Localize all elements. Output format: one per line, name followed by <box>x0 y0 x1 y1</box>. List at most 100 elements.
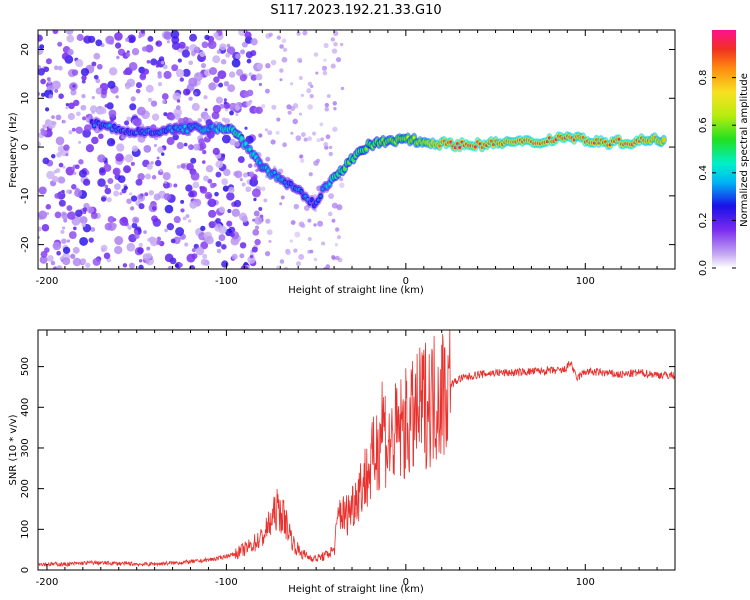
spectrogram-noise-blob <box>56 250 61 256</box>
spectrogram-noise-blob <box>331 48 338 54</box>
spectrogram-noise-blob <box>172 92 181 101</box>
spectrogram-noise-blob <box>151 113 160 121</box>
spectrogram-y-ticks: -20 -10 0 10 20 <box>20 43 675 253</box>
spectrogram-noise-blob <box>133 117 142 127</box>
spectrogram-noise-blob <box>161 99 166 104</box>
spectrogram-noise-blob <box>313 52 319 57</box>
spectrogram-noise-blob <box>38 226 42 232</box>
snr-y-tick-label: 400 <box>20 398 31 417</box>
spectrogram-noise-blob <box>265 156 271 162</box>
spectrogram-noise-blob <box>150 100 158 107</box>
spectrogram-noise-blob <box>286 104 292 110</box>
spectrogram-noise-blob <box>89 105 98 113</box>
spectrogram-noise-blob <box>290 220 296 225</box>
spectrogram-noise-blob <box>100 107 107 115</box>
spectrogram-noise-blob <box>244 126 248 130</box>
spectrogram-noise-blob <box>327 211 333 217</box>
spectrogram-noise-blob <box>216 248 222 254</box>
snr-frame <box>37 329 676 571</box>
spectrogram-noise-blob <box>227 208 232 214</box>
spectrogram-noise-blob <box>203 175 209 182</box>
spectrogram-y-tick-label: -10 <box>20 188 31 204</box>
spectrogram-noise-blob <box>226 192 235 201</box>
snr-y-ticks: 0 100 200 300 400 500 <box>20 357 675 573</box>
spectrogram-noise-blob <box>336 204 343 211</box>
spectrogram-frame <box>37 29 676 270</box>
spectrogram-noise-blob <box>321 241 326 246</box>
spectrogram-noise-blob <box>166 137 175 146</box>
spectrogram-noise-blob <box>246 58 252 64</box>
spectrogram-noise-blob <box>57 41 63 47</box>
spectrogram-noise-blob <box>201 41 209 49</box>
spectrogram-noise-blob <box>135 178 143 186</box>
spectrogram-noise-blob <box>76 111 81 117</box>
spectrogram-noise-blob <box>138 243 143 248</box>
spectrogram-noise-blob <box>215 217 221 224</box>
spectrogram-noise-blob <box>266 229 273 236</box>
spectrogram-noise-blob <box>298 112 302 116</box>
spectrogram-noise-blob <box>133 229 139 234</box>
spectrogram-noise-blob <box>307 81 313 87</box>
spectrogram-noise-blob <box>256 62 264 70</box>
spectrogram-noise-blob <box>197 117 203 123</box>
spectrogram-noise-blob <box>146 163 153 170</box>
spectrogram-noise-blob <box>79 216 88 225</box>
spectrogram-noise-blob <box>190 157 197 164</box>
spectrogram-noise-blob <box>128 62 138 71</box>
spectrogram-noise-blob <box>122 263 128 268</box>
spectrogram-noise-blob <box>46 77 51 81</box>
spectrogram-noise-blob <box>145 173 151 180</box>
spectrogram-noise-blob <box>181 49 191 58</box>
spectrogram-noise-blob <box>138 259 143 263</box>
spectrogram-noise-blob <box>65 106 69 110</box>
spectrogram-ridge-core <box>244 142 248 146</box>
spectrogram-noise-blob <box>221 178 229 186</box>
spectrogram-noise-blob <box>182 216 187 221</box>
spectrogram-noise-blob <box>72 246 80 254</box>
spectrogram-noise-blob <box>208 209 217 218</box>
spectrogram-noise-blob <box>254 238 261 246</box>
spectrogram-noise-blob <box>83 35 92 44</box>
spectrogram-noise-blob <box>236 68 244 77</box>
spectrogram-noise-blob <box>91 136 99 145</box>
spectrogram-noise-blob <box>255 73 263 81</box>
spectrogram-y-tick-label: 0 <box>20 144 31 150</box>
spectrogram-noise-blob <box>145 84 154 93</box>
spectrogram-noise-blob <box>130 206 135 211</box>
spectrogram-noise-blob <box>73 226 77 231</box>
spectrogram-noise-blob <box>88 237 94 243</box>
spectrogram-noise-blob <box>309 249 314 254</box>
spectrogram-noise-blob <box>200 63 207 69</box>
spectrogram-noise-blob <box>128 262 135 269</box>
spectrogram-noise-blob <box>145 44 154 53</box>
spectrogram-noise-blob <box>253 210 260 217</box>
spectrogram-noise-blob <box>74 164 80 170</box>
spectrogram-noise-blob <box>54 193 60 199</box>
spectrogram-noise-blob <box>294 231 301 238</box>
spectrogram-noise-blob <box>189 265 196 269</box>
spectrogram-noise-blob <box>323 266 327 269</box>
spectrogram-noise-blob <box>163 180 168 184</box>
spectrogram-noise-blob <box>60 229 65 234</box>
spectrogram-noise-blob <box>333 41 338 47</box>
spectrogram-noise-blob <box>255 106 263 115</box>
spectrogram-noise-blob <box>151 206 157 211</box>
spectrogram-noise-blob <box>164 204 174 214</box>
spectrogram-noise-blob <box>231 253 238 260</box>
spectrogram-noise-blob <box>71 69 79 76</box>
spectrogram-noise-blob <box>323 42 329 49</box>
spectrogram-noise-blob <box>38 210 48 220</box>
spectrogram-noise-blob <box>171 41 181 51</box>
spectrogram-noise-blob <box>76 33 84 42</box>
snr-y-tick-label: 500 <box>20 357 31 376</box>
spectrogram-noise-blob <box>73 171 77 175</box>
spectrogram-noise-blob <box>309 94 314 99</box>
spectrogram-noise-blob <box>173 112 181 120</box>
spectrogram-noise-blob <box>169 114 176 121</box>
spectrogram-y-tick-label: -20 <box>20 236 31 252</box>
spectrogram-noise-blob <box>215 96 223 104</box>
spectrogram-noise-blob <box>80 258 87 265</box>
spectrogram-noise-blob <box>57 65 63 71</box>
spectrogram-noise-blob <box>155 40 163 47</box>
